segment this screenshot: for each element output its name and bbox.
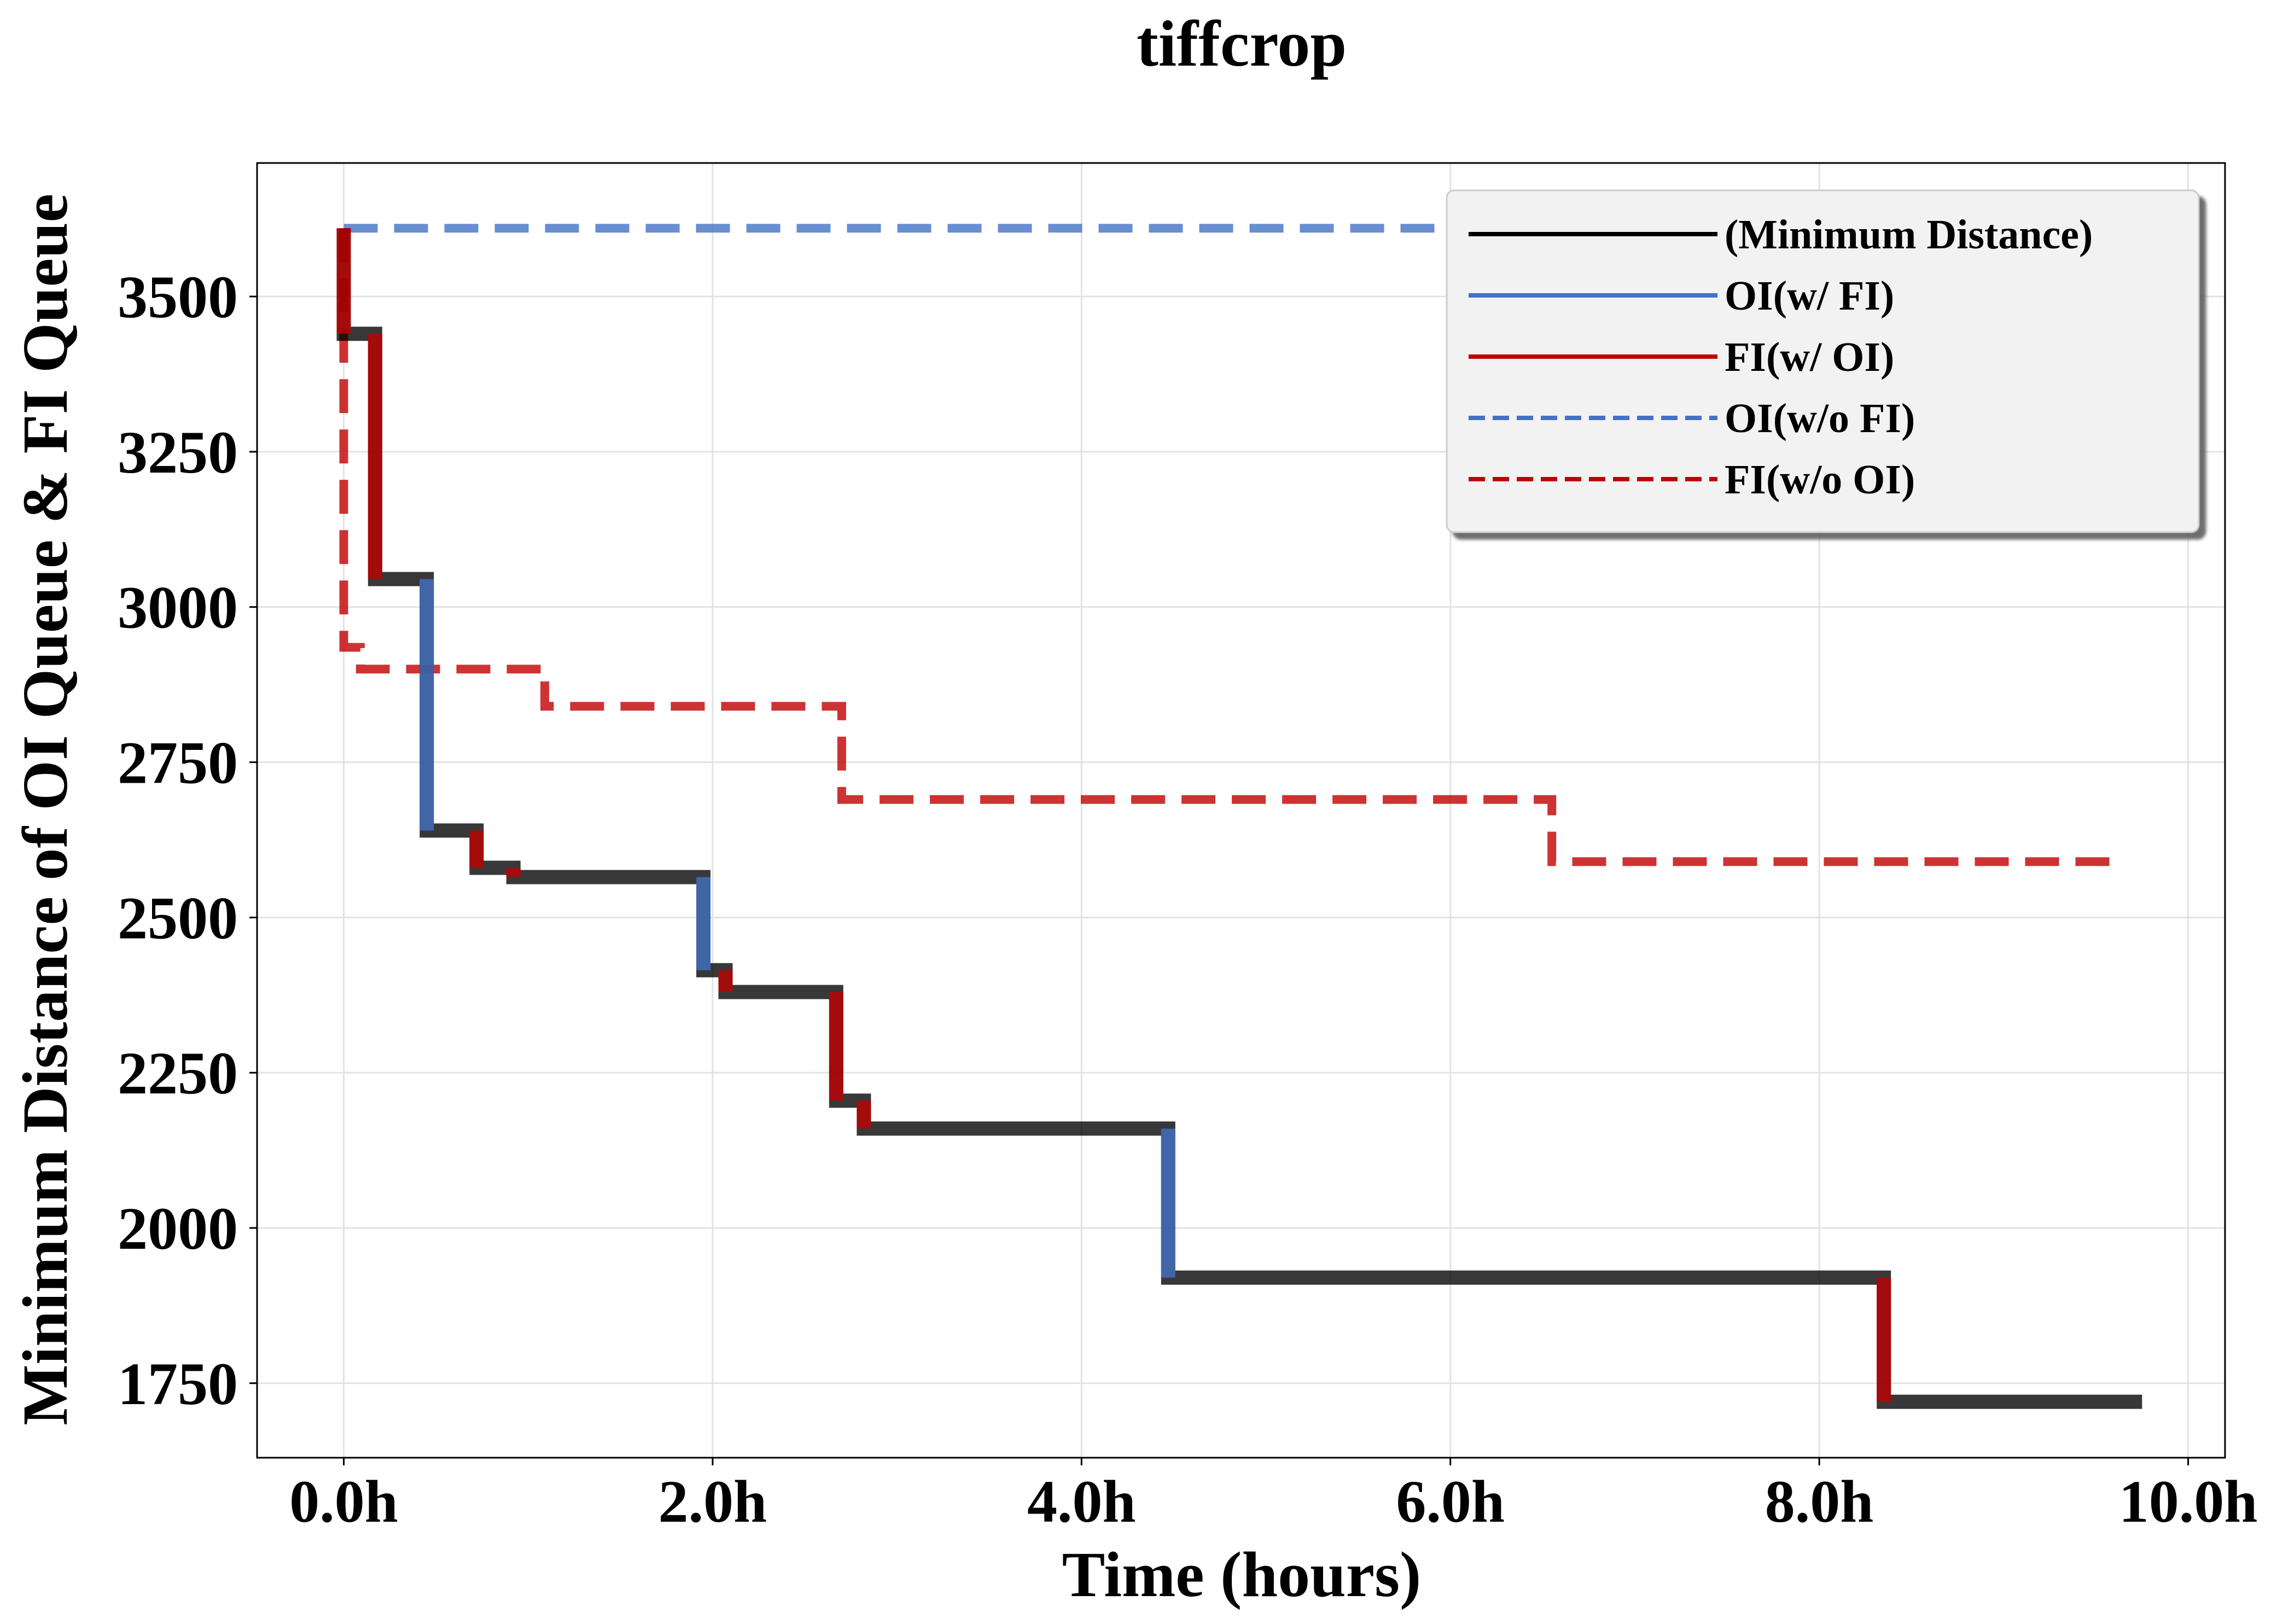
legend: (Minimum Distance) OI(w/ FI) FI(w/ OI) OI(w… (1446, 189, 2200, 533)
plot-frame (256, 162, 2226, 1459)
x-tick-label: 10.0h (2119, 1468, 2258, 1535)
x-tick-label: 0.0h (289, 1468, 398, 1535)
y-tick-label: 2750 (118, 730, 238, 796)
legend-label: FI(w/ OI) (1725, 334, 1894, 380)
y-tick-label: 2000 (118, 1195, 238, 1262)
legend-label: OI(w/o FI) (1725, 395, 1915, 441)
y-tick-label: 1750 (118, 1351, 238, 1417)
legend-box (1446, 189, 2200, 533)
legend-label: (Minimum Distance) (1725, 212, 2093, 258)
x-axis-label: Time (hours) (1062, 1539, 1422, 1610)
y-tick-label: 3500 (118, 264, 238, 330)
y-tick-label: 3250 (118, 419, 238, 486)
legend-label: OI(w/ FI) (1725, 273, 1894, 319)
y-axis-ticks: 1750 2000 2250 2500 2750 3000 3250 3500 (118, 264, 257, 1417)
x-tick-label: 6.0h (1396, 1468, 1505, 1535)
y-tick-label: 2250 (118, 1040, 238, 1107)
y-tick-label: 2500 (118, 884, 238, 951)
y-tick-label: 3000 (118, 574, 238, 641)
x-tick-label: 4.0h (1027, 1468, 1136, 1535)
x-tick-label: 8.0h (1765, 1468, 1874, 1535)
y-axis-label: Minimum Distance of OI Queue & FI Queue (9, 194, 81, 1425)
chart-title: tiffcrop (1137, 7, 1347, 80)
x-axis-ticks: 0.0h 2.0h 4.0h 6.0h 8.0h 10.0h (289, 1458, 2257, 1535)
series-fi-w-o-oi-dashed (339, 228, 2124, 866)
series-layer (336, 224, 2142, 1409)
legend-label: FI(w/o OI) (1725, 457, 1915, 503)
x-tick-label: 2.0h (659, 1468, 767, 1535)
